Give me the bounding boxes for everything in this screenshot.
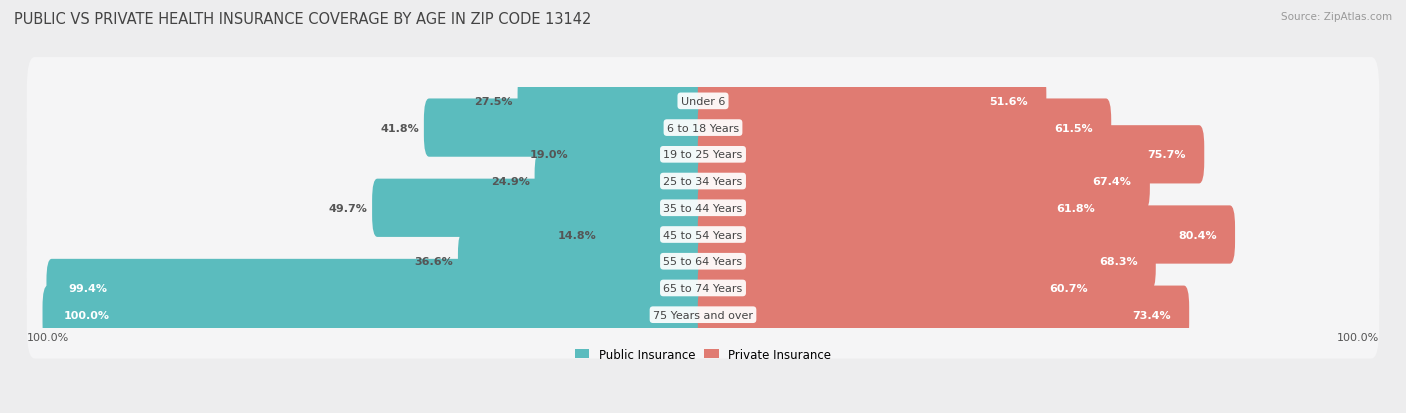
FancyBboxPatch shape [600, 206, 709, 264]
FancyBboxPatch shape [42, 286, 709, 344]
Text: 60.7%: 60.7% [1049, 283, 1088, 293]
Text: 45 to 54 Years: 45 to 54 Years [664, 230, 742, 240]
Text: 61.5%: 61.5% [1054, 123, 1092, 133]
Text: 19 to 25 Years: 19 to 25 Years [664, 150, 742, 160]
Text: 100.0%: 100.0% [65, 310, 110, 320]
FancyBboxPatch shape [46, 259, 709, 317]
Text: 75 Years and over: 75 Years and over [652, 310, 754, 320]
Text: 25 to 34 Years: 25 to 34 Years [664, 177, 742, 187]
Text: Under 6: Under 6 [681, 97, 725, 107]
FancyBboxPatch shape [423, 99, 709, 157]
FancyBboxPatch shape [458, 233, 709, 291]
FancyBboxPatch shape [697, 233, 1156, 291]
Text: 14.8%: 14.8% [557, 230, 596, 240]
Text: 24.9%: 24.9% [491, 177, 530, 187]
FancyBboxPatch shape [27, 164, 1379, 252]
FancyBboxPatch shape [574, 126, 709, 184]
Text: 55 to 64 Years: 55 to 64 Years [664, 256, 742, 266]
FancyBboxPatch shape [373, 179, 709, 237]
FancyBboxPatch shape [27, 85, 1379, 172]
FancyBboxPatch shape [27, 138, 1379, 225]
Text: 41.8%: 41.8% [381, 123, 419, 133]
FancyBboxPatch shape [697, 152, 1150, 211]
Text: 80.4%: 80.4% [1178, 230, 1216, 240]
Text: 35 to 44 Years: 35 to 44 Years [664, 203, 742, 213]
Text: PUBLIC VS PRIVATE HEALTH INSURANCE COVERAGE BY AGE IN ZIP CODE 13142: PUBLIC VS PRIVATE HEALTH INSURANCE COVER… [14, 12, 592, 27]
FancyBboxPatch shape [27, 111, 1379, 199]
Text: 51.6%: 51.6% [990, 97, 1028, 107]
Text: 36.6%: 36.6% [415, 256, 453, 266]
FancyBboxPatch shape [697, 286, 1189, 344]
Text: 99.4%: 99.4% [67, 283, 107, 293]
Text: 75.7%: 75.7% [1147, 150, 1185, 160]
FancyBboxPatch shape [697, 126, 1205, 184]
FancyBboxPatch shape [534, 152, 709, 211]
FancyBboxPatch shape [697, 99, 1111, 157]
FancyBboxPatch shape [27, 58, 1379, 145]
Text: 73.4%: 73.4% [1132, 310, 1171, 320]
Legend: Public Insurance, Private Insurance: Public Insurance, Private Insurance [575, 348, 831, 361]
Text: 49.7%: 49.7% [329, 203, 367, 213]
FancyBboxPatch shape [697, 259, 1107, 317]
Text: 67.4%: 67.4% [1092, 177, 1132, 187]
FancyBboxPatch shape [27, 191, 1379, 279]
Text: 61.8%: 61.8% [1056, 203, 1095, 213]
Text: 19.0%: 19.0% [530, 150, 568, 160]
FancyBboxPatch shape [27, 244, 1379, 332]
Text: 27.5%: 27.5% [474, 97, 513, 107]
Text: 6 to 18 Years: 6 to 18 Years [666, 123, 740, 133]
Text: 68.3%: 68.3% [1099, 256, 1137, 266]
FancyBboxPatch shape [27, 271, 1379, 358]
FancyBboxPatch shape [517, 73, 709, 131]
Text: 65 to 74 Years: 65 to 74 Years [664, 283, 742, 293]
FancyBboxPatch shape [697, 179, 1114, 237]
Text: Source: ZipAtlas.com: Source: ZipAtlas.com [1281, 12, 1392, 22]
FancyBboxPatch shape [697, 206, 1234, 264]
FancyBboxPatch shape [697, 73, 1046, 131]
FancyBboxPatch shape [27, 218, 1379, 305]
